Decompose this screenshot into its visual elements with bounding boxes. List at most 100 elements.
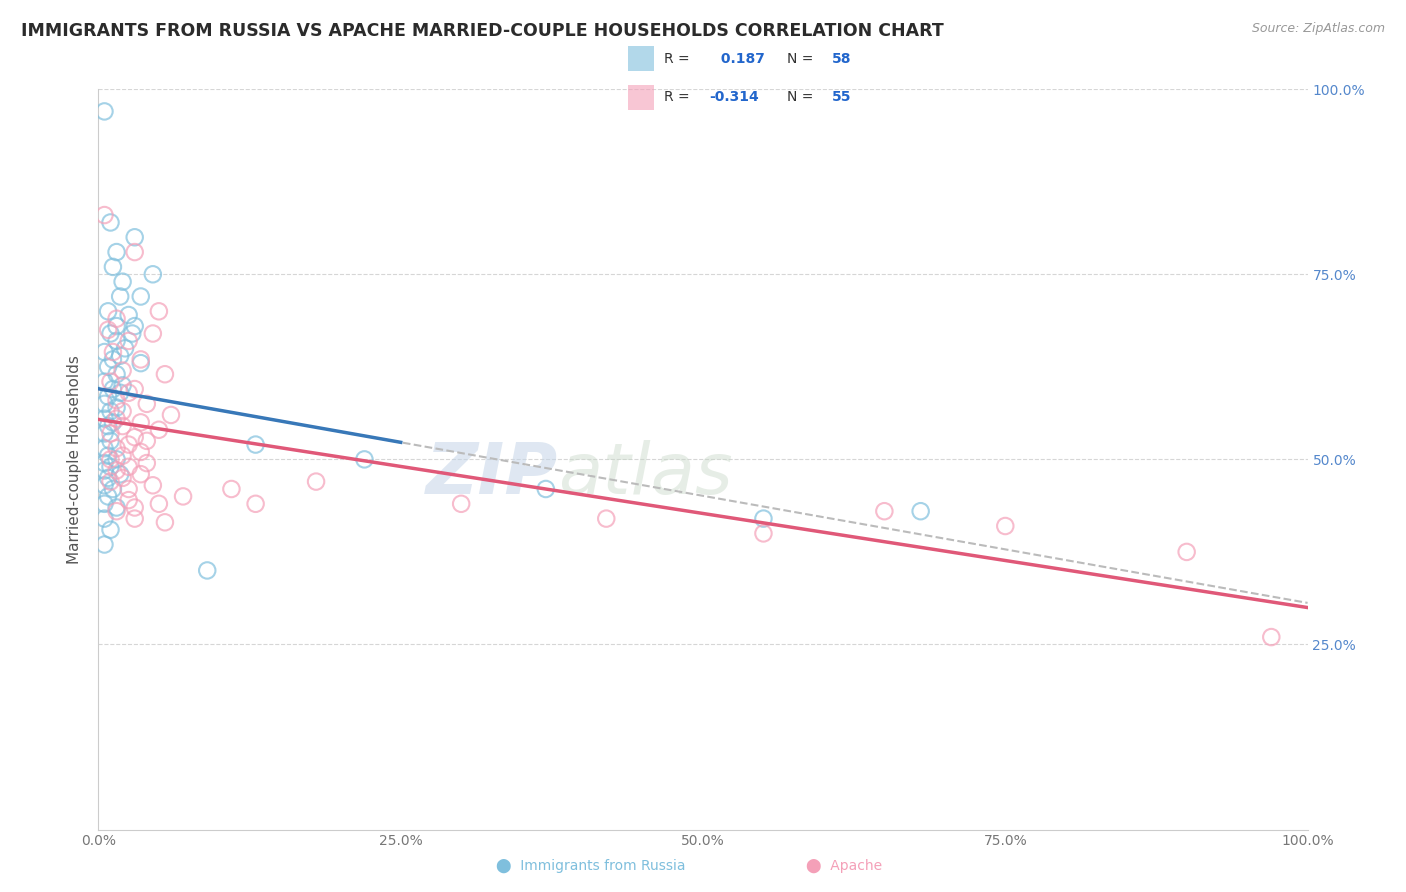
- Text: -0.314: -0.314: [709, 90, 759, 103]
- Point: [1260, 630, 1282, 644]
- Point: [100, 434, 122, 448]
- Point: [93, 511, 115, 525]
- Text: ⬤  Apache: ⬤ Apache: [806, 859, 882, 873]
- Point: [129, 356, 152, 370]
- Point: [994, 519, 1017, 533]
- Point: [148, 497, 170, 511]
- Bar: [628, 85, 654, 111]
- Point: [118, 459, 141, 474]
- Point: [100, 459, 122, 474]
- Point: [93, 426, 115, 441]
- Point: [111, 471, 134, 485]
- Point: [105, 504, 128, 518]
- Point: [105, 411, 128, 425]
- Point: [105, 368, 128, 382]
- Point: [195, 564, 218, 578]
- Point: [124, 430, 146, 444]
- Point: [93, 497, 115, 511]
- Point: [108, 289, 131, 303]
- Point: [101, 345, 124, 359]
- Point: [93, 104, 115, 119]
- Point: [118, 437, 141, 451]
- Point: [100, 326, 122, 341]
- Point: [93, 442, 115, 456]
- Point: [111, 378, 134, 392]
- Text: R =: R =: [664, 52, 695, 65]
- Point: [124, 319, 146, 334]
- Point: [93, 537, 115, 551]
- Point: [100, 475, 122, 489]
- Point: [160, 408, 183, 422]
- Point: [114, 341, 136, 355]
- Point: [353, 452, 375, 467]
- Point: [111, 404, 134, 418]
- Point: [105, 311, 128, 326]
- Point: [108, 385, 131, 400]
- Text: IMMIGRANTS FROM RUSSIA VS APACHE MARRIED-COUPLE HOUSEHOLDS CORRELATION CHART: IMMIGRANTS FROM RUSSIA VS APACHE MARRIED…: [21, 22, 943, 40]
- Point: [752, 526, 775, 541]
- Bar: [628, 45, 654, 71]
- Point: [101, 482, 124, 496]
- Point: [135, 434, 157, 448]
- Point: [100, 426, 122, 441]
- Point: [124, 245, 146, 260]
- Text: atlas: atlas: [558, 440, 733, 508]
- Point: [108, 349, 131, 363]
- Text: R =: R =: [664, 90, 695, 103]
- Point: [105, 500, 128, 515]
- Point: [118, 482, 141, 496]
- Point: [111, 449, 134, 463]
- Point: [245, 437, 267, 451]
- Text: 55: 55: [832, 90, 852, 103]
- Point: [595, 511, 617, 525]
- Point: [100, 404, 122, 418]
- Point: [97, 304, 120, 318]
- Point: [129, 445, 152, 459]
- Point: [100, 375, 122, 389]
- Text: Source: ZipAtlas.com: Source: ZipAtlas.com: [1251, 22, 1385, 36]
- Point: [105, 442, 128, 456]
- Text: ⬤  Immigrants from Russia: ⬤ Immigrants from Russia: [496, 859, 685, 873]
- Point: [93, 456, 115, 470]
- Point: [129, 352, 152, 367]
- Text: ZIP: ZIP: [426, 440, 558, 508]
- Point: [100, 452, 122, 467]
- Point: [101, 382, 124, 396]
- Point: [105, 334, 128, 348]
- Y-axis label: Married-couple Households: Married-couple Households: [67, 355, 83, 564]
- Text: N =: N =: [787, 52, 817, 65]
- Point: [105, 319, 128, 334]
- Point: [93, 208, 115, 222]
- Point: [100, 523, 122, 537]
- Point: [124, 500, 146, 515]
- Point: [118, 385, 141, 400]
- Text: 0.187: 0.187: [716, 52, 765, 65]
- Point: [245, 497, 267, 511]
- Point: [105, 393, 128, 408]
- Point: [129, 289, 152, 303]
- Point: [97, 449, 120, 463]
- Point: [97, 471, 120, 485]
- Point: [105, 245, 128, 260]
- Point: [93, 478, 115, 492]
- Point: [105, 401, 128, 415]
- Point: [97, 323, 120, 337]
- Point: [93, 411, 115, 425]
- Point: [93, 375, 115, 389]
- Point: [135, 397, 157, 411]
- Point: [153, 368, 176, 382]
- Point: [124, 511, 146, 525]
- Point: [534, 482, 557, 496]
- Point: [101, 352, 124, 367]
- Point: [129, 415, 152, 429]
- Point: [121, 326, 143, 341]
- Point: [124, 382, 146, 396]
- Point: [97, 389, 120, 403]
- Point: [148, 304, 170, 318]
- Point: [93, 397, 115, 411]
- Point: [148, 423, 170, 437]
- Point: [118, 308, 141, 322]
- Point: [172, 489, 194, 503]
- Point: [1175, 545, 1198, 559]
- Point: [100, 215, 122, 229]
